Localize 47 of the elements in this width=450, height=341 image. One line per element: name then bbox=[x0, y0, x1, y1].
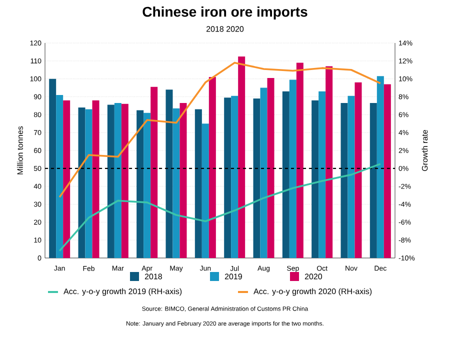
bar bbox=[340, 103, 348, 258]
line-series bbox=[58, 62, 382, 198]
bar bbox=[348, 96, 355, 258]
bar bbox=[144, 112, 151, 258]
legend-label: Acc. y-o-y growth 2019 (RH-axis) bbox=[64, 288, 182, 296]
bar bbox=[92, 100, 100, 258]
bar bbox=[136, 110, 144, 258]
bar bbox=[384, 84, 391, 258]
bar bbox=[114, 103, 122, 258]
bar bbox=[107, 104, 114, 258]
bar bbox=[121, 104, 128, 258]
bar bbox=[85, 109, 92, 258]
bar bbox=[267, 78, 274, 258]
legend-label: Acc. y-o-y growth 2020 (RH-axis) bbox=[254, 288, 372, 296]
bar bbox=[260, 88, 268, 258]
bar bbox=[326, 66, 333, 258]
bar bbox=[63, 100, 70, 258]
bar bbox=[238, 56, 246, 258]
bar bbox=[282, 91, 290, 258]
bar bbox=[296, 62, 304, 258]
bar bbox=[49, 78, 56, 258]
legend-label: 2020 bbox=[304, 274, 322, 280]
y-axis-title: Million tonnes bbox=[17, 126, 23, 174]
bar bbox=[56, 94, 64, 258]
bar bbox=[166, 90, 173, 258]
bar bbox=[202, 124, 209, 258]
bar bbox=[194, 109, 202, 258]
bar bbox=[312, 100, 319, 258]
bar bbox=[78, 108, 86, 258]
bar bbox=[253, 98, 260, 258]
line-series bbox=[58, 163, 382, 252]
bar bbox=[318, 91, 326, 258]
bar bbox=[224, 98, 232, 258]
bar bbox=[208, 77, 216, 258]
legend-label: 2018 bbox=[144, 274, 162, 280]
bar bbox=[150, 86, 158, 258]
bar bbox=[231, 96, 238, 258]
bar bbox=[370, 103, 377, 258]
bar bbox=[289, 80, 296, 258]
chart-title: Chinese iron ore imports bbox=[142, 6, 308, 20]
legend-label: 2019 bbox=[224, 274, 242, 280]
bar bbox=[180, 103, 187, 258]
bar bbox=[376, 76, 384, 258]
bar bbox=[354, 82, 362, 258]
y2-axis-title: Growth rate bbox=[422, 130, 428, 171]
chart-subtitle: 2018 2020 bbox=[206, 26, 244, 32]
bar bbox=[172, 108, 180, 258]
